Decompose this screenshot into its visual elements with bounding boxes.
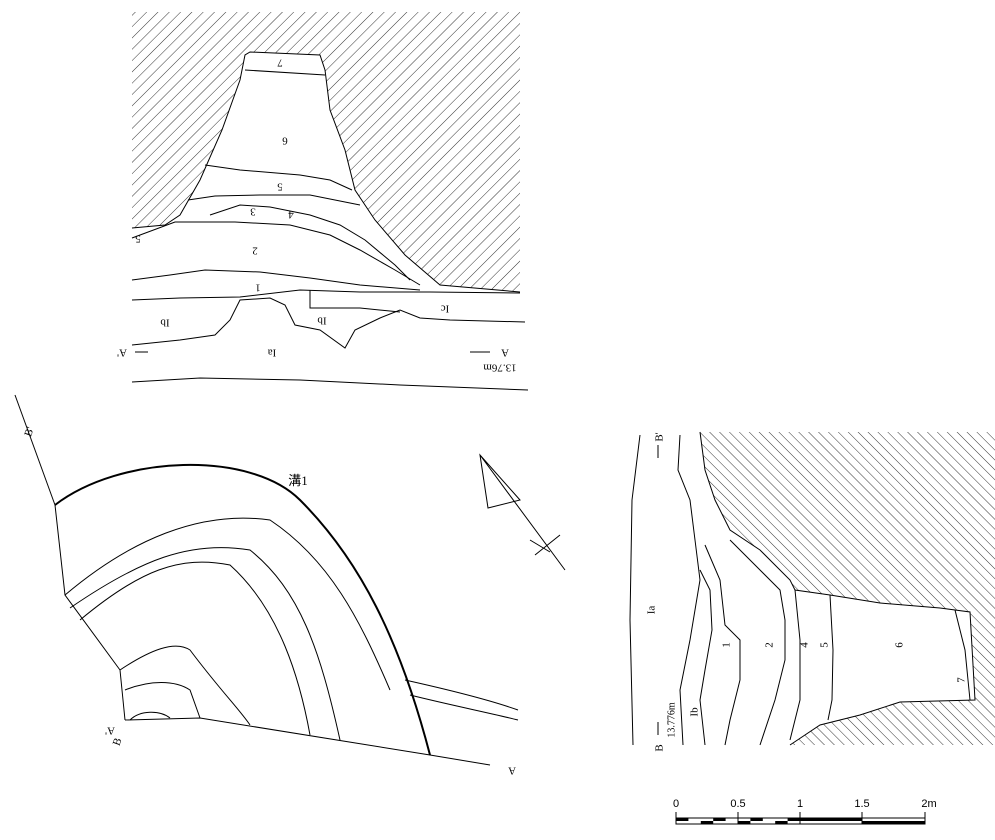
layer-label: 5 bbox=[819, 642, 831, 648]
ditch-line bbox=[119, 645, 251, 726]
ditch-line bbox=[54, 504, 126, 721]
layer-label: Ic bbox=[441, 302, 450, 314]
pit-outline bbox=[699, 431, 976, 746]
layer-line bbox=[677, 434, 701, 746]
section-a: 7 6 5 3 4 2 5 1 Ib Ib Ic Ia A' A 13.76m bbox=[117, 12, 529, 391]
layer-label: 4 bbox=[799, 642, 811, 648]
plan: 溝1 B' A' B A bbox=[14, 394, 566, 776]
layer-label: 4 bbox=[288, 208, 294, 220]
layer-line bbox=[209, 204, 411, 281]
layer-label: 3 bbox=[250, 205, 256, 217]
point-label: A' bbox=[105, 724, 115, 736]
layer-label: Ib bbox=[160, 316, 170, 328]
point-label: A' bbox=[117, 346, 127, 358]
layer-line bbox=[729, 539, 786, 746]
elevation-label: 13.76m bbox=[483, 361, 517, 373]
layer-line bbox=[244, 69, 326, 76]
layer-label: 6 bbox=[894, 642, 906, 648]
layer-line bbox=[187, 194, 361, 206]
elevation-label: 13.776m bbox=[666, 702, 677, 738]
layer-line bbox=[131, 289, 521, 301]
scale-label: 2m bbox=[921, 798, 936, 810]
ditch-line bbox=[79, 561, 311, 736]
layer-label: Ib bbox=[689, 707, 701, 717]
feature-label: 溝1 bbox=[288, 473, 308, 488]
layer-label: 2 bbox=[764, 642, 776, 648]
ditch-line bbox=[69, 547, 341, 741]
point-label: A bbox=[501, 346, 509, 358]
point-label: B bbox=[111, 736, 125, 747]
layer-label: Ib bbox=[317, 314, 327, 326]
layer-line bbox=[131, 377, 529, 391]
layer-label: 1 bbox=[721, 642, 733, 648]
ditch-line bbox=[404, 679, 519, 721]
layer-line bbox=[131, 269, 421, 291]
scale-bar: 0 0.5 1 1.5 2m bbox=[673, 798, 937, 825]
pit-outline bbox=[131, 51, 521, 293]
point-label: A bbox=[508, 764, 516, 776]
ditch-line bbox=[124, 682, 201, 719]
layer-label: Ia bbox=[646, 606, 658, 615]
layer-label: 1 bbox=[255, 281, 261, 293]
layer-line bbox=[704, 544, 741, 746]
scale-label: 1 bbox=[797, 798, 803, 810]
scale-ticks bbox=[675, 812, 926, 824]
section-b: Ia 1 2 4 5 6 7 Ib B' B 13.776m bbox=[620, 420, 995, 752]
layer-label: 5 bbox=[277, 180, 283, 192]
section-line bbox=[14, 394, 56, 506]
layer-label: 6 bbox=[282, 134, 288, 146]
layer-label: 7 bbox=[277, 56, 283, 68]
point-label: B' bbox=[654, 432, 666, 441]
ditch-line bbox=[64, 517, 391, 691]
ditch-edge bbox=[54, 463, 431, 756]
layer-line bbox=[629, 434, 641, 746]
point-label: B' bbox=[22, 425, 36, 438]
point-label: B bbox=[654, 744, 666, 751]
layer-label: Ia bbox=[268, 346, 277, 358]
scale-label: 1.5 bbox=[854, 798, 869, 810]
layer-line bbox=[954, 609, 971, 701]
layer-line bbox=[204, 164, 353, 191]
layer-line bbox=[131, 297, 526, 349]
scale-label: 0 bbox=[673, 798, 679, 810]
pit-fill bbox=[620, 420, 975, 745]
layer-label: 7 bbox=[956, 677, 968, 683]
layer-line bbox=[827, 594, 834, 721]
layer-line bbox=[309, 290, 401, 313]
scale-label: 0.5 bbox=[730, 798, 745, 810]
section-line bbox=[124, 717, 491, 766]
north-arrow bbox=[479, 453, 566, 571]
layer-label: 5 bbox=[135, 232, 141, 244]
layer-line bbox=[699, 569, 713, 746]
layer-label: 2 bbox=[252, 244, 258, 256]
layer-line bbox=[789, 589, 801, 741]
ditch-line bbox=[129, 711, 171, 721]
layer-line bbox=[131, 221, 421, 286]
pit-fill bbox=[132, 52, 520, 300]
